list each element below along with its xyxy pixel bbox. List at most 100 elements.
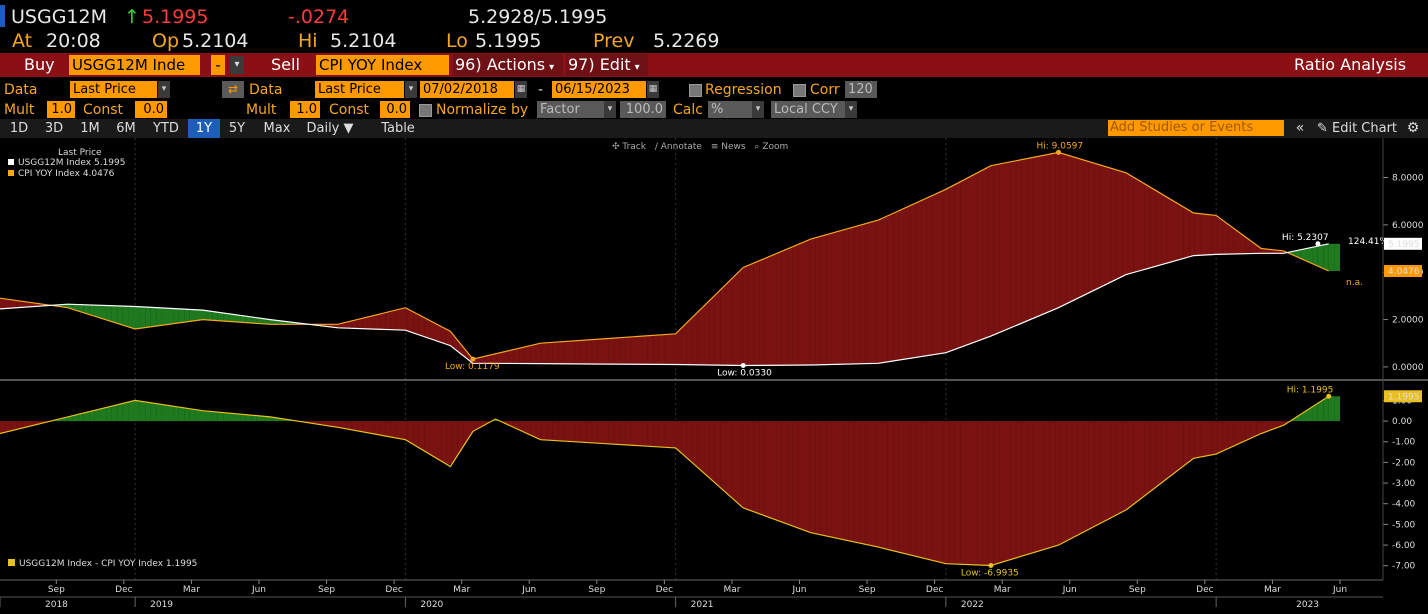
gear-icon[interactable]: ⚙ [1406, 120, 1420, 136]
calendar-icon[interactable]: ▦ [515, 81, 527, 98]
spread-fill-segment [575, 340, 581, 364]
buy-data-dropdown-icon[interactable]: ▾ [158, 81, 170, 98]
start-date-field[interactable]: 07/02/2018 [420, 81, 514, 98]
news-tool[interactable]: News [721, 142, 746, 152]
usgg-low-annotation: Low: 0.0330 [717, 368, 772, 378]
buy-mult-field[interactable]: 1.0 [47, 101, 75, 118]
normalize-method-field[interactable]: Factor [537, 101, 604, 118]
difference-fill-segment [1021, 421, 1028, 557]
spread-fill-segment [346, 320, 352, 329]
range-ytd-button[interactable]: YTD [153, 121, 179, 136]
spread-fill-segment [1183, 207, 1190, 259]
spread-fill-segment [89, 304, 95, 317]
corr-window-field[interactable]: 120 [845, 81, 877, 98]
sell-data-dropdown-icon[interactable]: ▾ [405, 81, 417, 98]
difference-fill-segment [697, 421, 704, 473]
difference-fill-segment [988, 421, 994, 566]
calc-field[interactable]: % [708, 101, 752, 118]
difference-fill-segment [228, 413, 235, 422]
difference-fill-segment [1256, 421, 1262, 436]
difference-fill-segment [597, 421, 603, 444]
sell-const-field[interactable]: 0.0 [380, 101, 410, 118]
spread-fill-segment [111, 305, 118, 324]
difference-fill-segment [1317, 399, 1324, 422]
difference-high-annotation: Hi: 1.1995 [1287, 385, 1334, 395]
difference-fill-segment [982, 421, 989, 566]
sell-security-field[interactable]: CPI YOY Index [316, 55, 449, 75]
usgg-high-annotation: Hi: 5.2307 [1282, 233, 1329, 243]
spread-fill-segment [418, 314, 425, 337]
currency-field[interactable]: Local CCY [771, 101, 845, 118]
difference-fill-segment [1233, 421, 1240, 446]
difference-fill-segment [223, 412, 229, 422]
spread-fill-segment [178, 308, 185, 323]
difference-fill-segment [1072, 421, 1078, 539]
difference-fill-segment [323, 421, 330, 426]
difference-fill-segment [1127, 421, 1134, 509]
difference-fill-segment [362, 421, 369, 433]
y-tick-label: -3.00 [1392, 479, 1416, 489]
zoom-tool[interactable]: Zoom [762, 142, 788, 152]
range-max-button[interactable]: Max [263, 121, 291, 136]
difference-fill-segment [664, 421, 670, 448]
track-tool[interactable]: Track [621, 142, 646, 152]
ticker[interactable]: USGG12M [11, 6, 107, 28]
difference-fill-segment [608, 421, 615, 445]
difference-fill-segment [569, 421, 576, 442]
difference-fill-segment [407, 421, 414, 445]
difference-fill-segment [753, 421, 760, 514]
sell-mult-field[interactable]: 1.0 [290, 101, 320, 118]
year-label: 2019 [150, 600, 173, 610]
difference-fill-segment [558, 421, 564, 442]
edit-menu[interactable]: 97) Edit ▾ [566, 54, 648, 76]
spread-fill-segment [429, 320, 436, 341]
difference-fill-segment [429, 421, 436, 458]
range-3d-button[interactable]: 3D [44, 121, 64, 136]
range-5y-button[interactable]: 5Y [228, 121, 246, 136]
regression-checkbox[interactable] [689, 84, 702, 97]
currency-dropdown-icon[interactable]: ▾ [845, 101, 857, 118]
frequency-dropdown[interactable]: Daily ▼ [306, 121, 354, 136]
range-1y-button[interactable]: 1Y [188, 119, 220, 138]
spread-fill-segment [804, 239, 810, 366]
buy-security-field[interactable]: USGG12M Inde [69, 55, 200, 75]
x-tick-label: Sep [1129, 585, 1146, 595]
corr-checkbox[interactable] [793, 84, 806, 97]
difference-fill-segment [993, 421, 1000, 565]
operator-dropdown-icon[interactable]: ▾ [230, 56, 244, 74]
spread-fill-segment [195, 309, 201, 321]
normalize-dropdown-icon[interactable]: ▾ [604, 101, 616, 118]
actions-menu[interactable]: 96) Actions ▾ [453, 54, 563, 76]
difference-fill-segment [943, 421, 950, 564]
difference-fill-segment [1099, 421, 1106, 524]
legend-spread-name: USGG12M Index - CPI YOY Index [19, 559, 164, 569]
range-6m-button[interactable]: 6M [116, 121, 136, 136]
buy-const-field[interactable]: 0.0 [135, 101, 167, 118]
range-1m-button[interactable]: 1M [80, 121, 100, 136]
normalize-factor-field[interactable]: 100.0 [620, 101, 666, 118]
buy-data-field[interactable]: Last Price [70, 81, 157, 98]
edit-chart-label: Edit Chart [1332, 121, 1398, 136]
cpi-low-annotation-marker [470, 356, 476, 362]
table-button[interactable]: Table [381, 121, 415, 136]
swap-icon[interactable]: ⇄ [222, 81, 244, 98]
calendar-icon[interactable]: ▦ [647, 81, 659, 98]
difference-fill-segment [798, 421, 804, 531]
operator-field[interactable]: - [211, 55, 225, 75]
spread-fill-segment [167, 308, 174, 325]
edit-chart-button[interactable]: ✎ Edit Chart [1314, 119, 1400, 138]
difference-fill-segment [0, 421, 6, 434]
difference-fill-segment [1300, 410, 1307, 422]
range-1d-button[interactable]: 1D [9, 121, 29, 136]
annotate-tool[interactable]: Annotate [661, 142, 703, 152]
chart-tools[interactable]: ✣ Track ∕ Annotate ≡ News ⌕ Zoom [612, 142, 788, 152]
calc-dropdown-icon[interactable]: ▾ [752, 101, 764, 118]
sell-data-field[interactable]: Last Price [315, 81, 404, 98]
add-studies-field[interactable]: Add Studies or Events [1108, 120, 1284, 136]
normalize-checkbox[interactable] [419, 104, 432, 117]
end-date-field[interactable]: 06/15/2023 [552, 81, 646, 98]
spread-fill-segment [731, 273, 737, 366]
collapse-icon[interactable]: « [1295, 120, 1305, 136]
